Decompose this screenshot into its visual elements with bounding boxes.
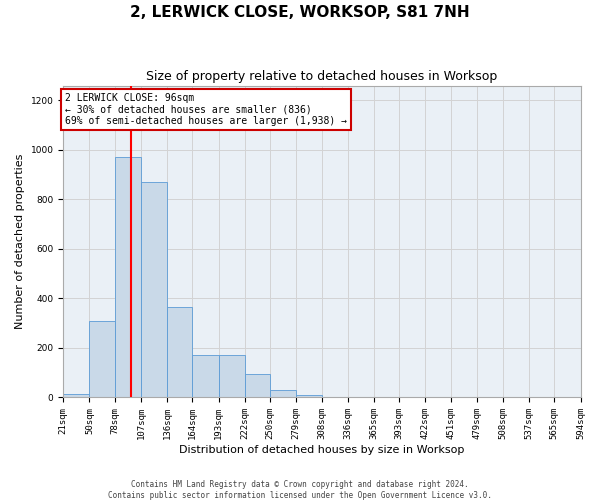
Bar: [141, 182, 167, 398]
Title: Size of property relative to detached houses in Worksop: Size of property relative to detached ho…: [146, 70, 497, 83]
Text: Contains HM Land Registry data © Crown copyright and database right 2024.
Contai: Contains HM Land Registry data © Crown c…: [108, 480, 492, 500]
Y-axis label: Number of detached properties: Number of detached properties: [15, 154, 25, 329]
Bar: [63, 394, 89, 398]
Bar: [115, 158, 141, 398]
Bar: [167, 307, 193, 398]
Bar: [296, 396, 322, 398]
Text: 2, LERWICK CLOSE, WORKSOP, S81 7NH: 2, LERWICK CLOSE, WORKSOP, S81 7NH: [130, 5, 470, 20]
Bar: [218, 356, 245, 398]
Bar: [89, 320, 115, 398]
X-axis label: Distribution of detached houses by size in Worksop: Distribution of detached houses by size …: [179, 445, 464, 455]
Bar: [270, 390, 296, 398]
Bar: [193, 356, 218, 398]
Bar: [245, 374, 270, 398]
Text: 2 LERWICK CLOSE: 96sqm
← 30% of detached houses are smaller (836)
69% of semi-de: 2 LERWICK CLOSE: 96sqm ← 30% of detached…: [65, 93, 347, 126]
